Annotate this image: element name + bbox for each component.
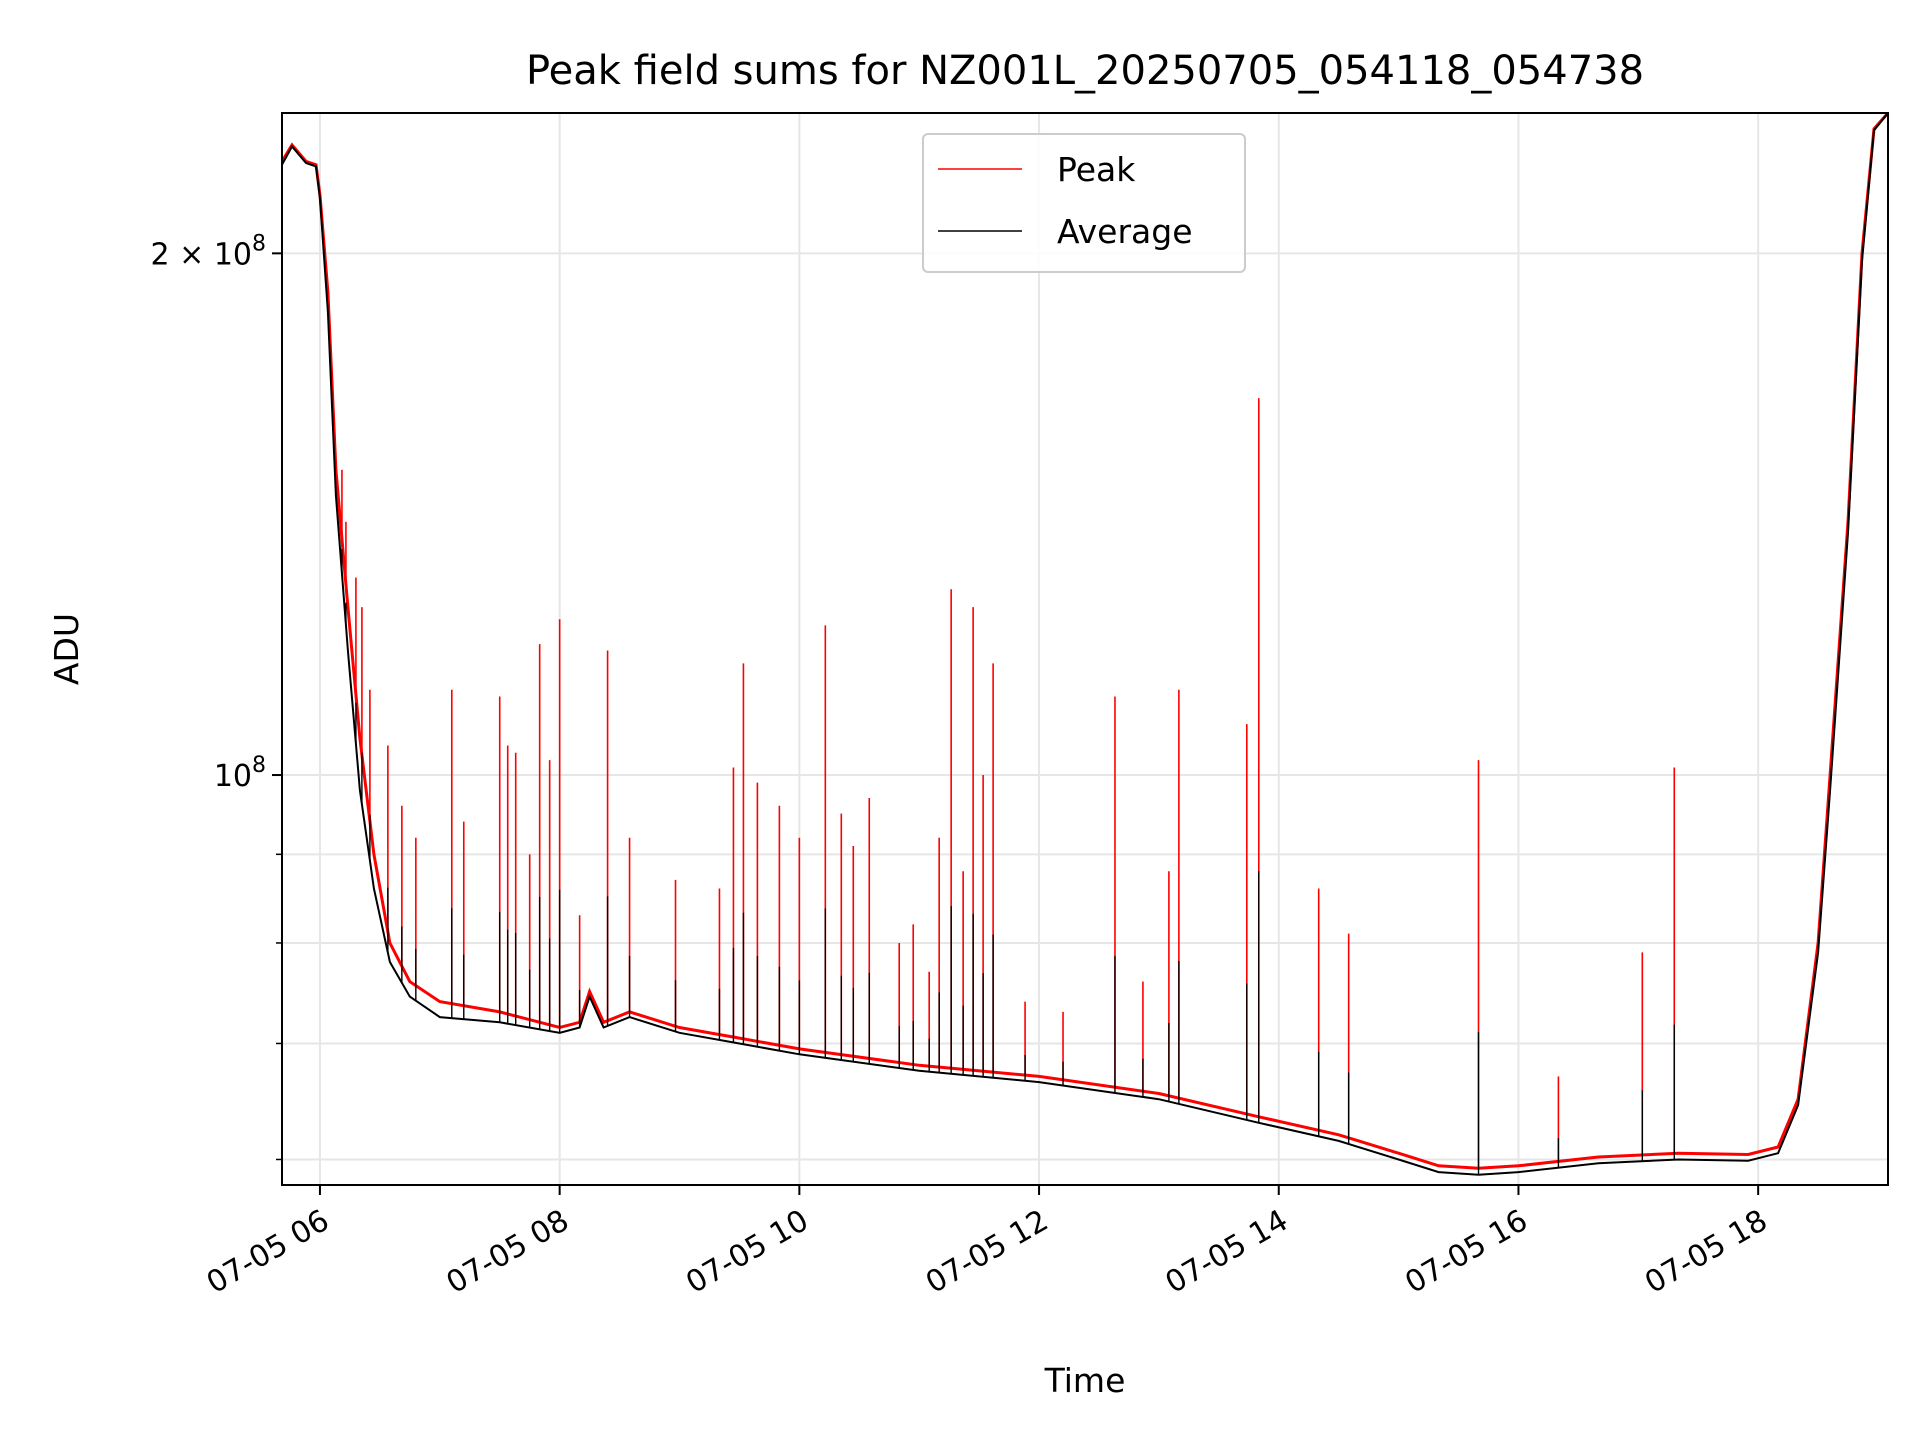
legend: Peak Average bbox=[922, 133, 1246, 273]
y-tick-exponent: 8 bbox=[252, 231, 266, 256]
series-line-peak bbox=[282, 113, 1888, 1170]
x-axis-label: Time bbox=[1044, 1361, 1126, 1400]
y-axis-label: ADU bbox=[47, 613, 86, 685]
y-tick-base: 10 bbox=[214, 759, 252, 794]
y-tick-mantissa: 2 × bbox=[151, 237, 214, 272]
legend-average-label: Average bbox=[1057, 212, 1193, 251]
series-line-average bbox=[282, 113, 1888, 1176]
y-tick-label: 108 bbox=[214, 753, 266, 794]
y-tick-base: 10 bbox=[214, 237, 252, 272]
plot-lines bbox=[282, 113, 1888, 1176]
legend-peak-label: Peak bbox=[1057, 150, 1136, 189]
plot-frame bbox=[281, 112, 1889, 1186]
chart-title: Peak field sums for NZ001L_20250705_0541… bbox=[526, 48, 1644, 94]
y-tick-exponent: 8 bbox=[252, 753, 266, 778]
y-tick-label: 2 × 108 bbox=[151, 231, 266, 272]
